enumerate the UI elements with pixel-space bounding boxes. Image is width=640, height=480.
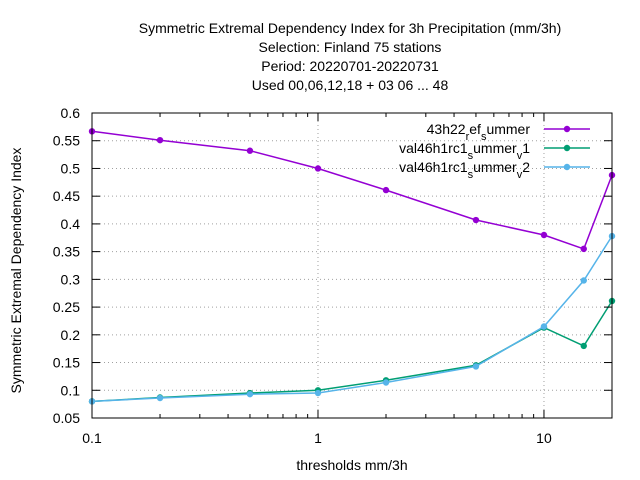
legend-label: val46h1rc1summerv1 (399, 140, 530, 162)
legend-label-part: v (517, 169, 523, 181)
data-point (580, 245, 587, 253)
legend-label-part: r (466, 131, 470, 143)
series-group (88, 297, 616, 405)
y-tick-label: 0.2 (61, 327, 81, 343)
plot-frame (91, 112, 613, 419)
legend-label-part: 1 (522, 140, 530, 156)
legend-label-part: s (468, 169, 474, 181)
data-point (580, 277, 587, 284)
x-tick-label: 1 (314, 430, 322, 446)
legend-label-part: ummer (473, 159, 517, 175)
chart-title-line: Period: 20220701-20220731 (261, 58, 439, 74)
series-line (91, 235, 613, 403)
legend-label-part: 43h22 (427, 121, 466, 137)
legend-label-part: v (517, 150, 523, 162)
y-tick-label: 0.4 (61, 216, 81, 232)
y-tick-label: 0.55 (53, 133, 80, 149)
data-point (246, 147, 254, 154)
series-line (91, 130, 613, 250)
y-tick-label: 0.45 (53, 188, 80, 204)
y-tick-label: 0.3 (61, 271, 81, 287)
legend-label: val46h1rc1summerv2 (399, 159, 530, 181)
legend-label-part: val46h1rc1 (399, 140, 468, 156)
chart-title-line: Used 00,06,12,18 + 03 06 ... 48 (252, 77, 449, 93)
legend-label-part: s (481, 131, 487, 143)
y-axis-label: Symmetric Extremal Dependency Index (8, 148, 24, 394)
data-point (472, 216, 480, 224)
legend-label: 43h22refsummer (427, 121, 531, 143)
data-point (382, 186, 390, 194)
legend-label-part: ummer (486, 121, 530, 137)
x-tick-label: 10 (536, 430, 552, 446)
data-point (382, 379, 390, 386)
series-line (91, 300, 613, 403)
legend: 43h22refsummerval46h1rc1summerv1val46h1r… (399, 121, 590, 181)
y-tick-label: 0.6 (61, 105, 81, 121)
y-tick-label: 0.35 (53, 244, 80, 260)
legend-label-part: val46h1rc1 (399, 159, 468, 175)
data-point (314, 389, 322, 397)
y-tick-label: 0.05 (53, 410, 80, 426)
y-tick-label: 0.1 (61, 382, 81, 398)
legend-label-part: s (468, 150, 474, 162)
y-tick-label: 0.5 (61, 160, 81, 176)
data-point (472, 363, 480, 370)
axis-ticks: 0.050.10.150.20.250.30.350.40.450.50.550… (53, 105, 613, 446)
data-point (540, 323, 548, 330)
data-point (246, 390, 254, 398)
series-group (88, 128, 616, 253)
data-point (540, 231, 548, 239)
series-group (88, 232, 616, 405)
y-tick-label: 0.25 (53, 299, 80, 315)
x-tick-label: 0.1 (82, 430, 102, 446)
y-tick-label: 0.15 (53, 355, 80, 371)
legend-label-part: 2 (522, 159, 530, 175)
chart-title-line: Symmetric Extremal Dependency Index for … (139, 20, 562, 36)
series (88, 128, 616, 405)
data-point (314, 165, 322, 172)
data-point (156, 136, 164, 144)
legend-marker (563, 125, 571, 133)
data-point (580, 342, 587, 350)
grid (92, 113, 612, 418)
chart-title-line: Selection: Finland 75 stations (259, 39, 442, 55)
chart-title: Symmetric Extremal Dependency Index for … (139, 20, 562, 93)
legend-marker (563, 144, 571, 152)
legend-label-part: ef (469, 121, 481, 137)
legend-label-part: ummer (473, 140, 517, 156)
legend-marker (563, 163, 571, 171)
x-axis-label: thresholds mm/3h (296, 457, 407, 473)
data-point (156, 394, 164, 402)
